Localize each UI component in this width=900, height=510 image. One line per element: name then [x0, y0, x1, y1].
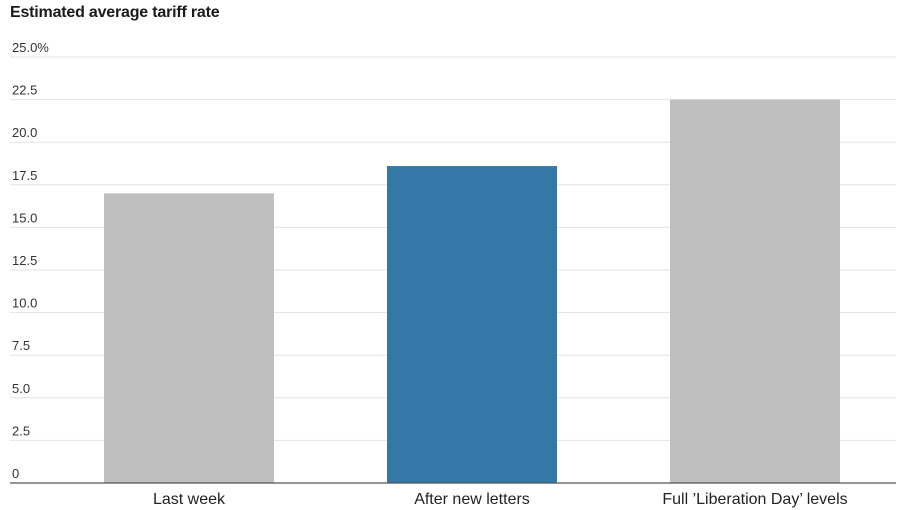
y-tick-label: 7.5 [12, 338, 30, 353]
x-tick-label: Full ’Liberation Day’ levels [662, 491, 847, 508]
chart-title: Estimated average tariff rate [10, 4, 220, 21]
x-tick-label: Last week [153, 491, 226, 508]
bar [670, 99, 840, 483]
y-tick-label: 22.5 [12, 83, 37, 98]
bars [104, 99, 840, 483]
y-tick-label: 12.5 [12, 253, 37, 268]
bar [387, 166, 557, 483]
y-tick-label: 15.0 [12, 210, 37, 225]
y-tick-label: 20.0 [12, 125, 37, 140]
bar [104, 193, 274, 483]
x-axis-labels: Last week After new letters Full ’Liberati… [153, 491, 848, 508]
y-tick-label: 10.0 [12, 296, 37, 311]
y-tick-label: 17.5 [12, 168, 37, 183]
y-tick-label: 2.5 [12, 423, 30, 438]
x-tick-label: After new letters [414, 491, 530, 508]
y-tick-label: 0 [12, 466, 19, 481]
y-tick-label: 25.0% [12, 40, 49, 55]
y-axis-ticks: 0 2.5 5.0 7.5 10.0 12.5 15.0 17.5 20.0 22.5 25.0% [12, 40, 49, 481]
y-tick-label: 5.0 [12, 381, 30, 396]
